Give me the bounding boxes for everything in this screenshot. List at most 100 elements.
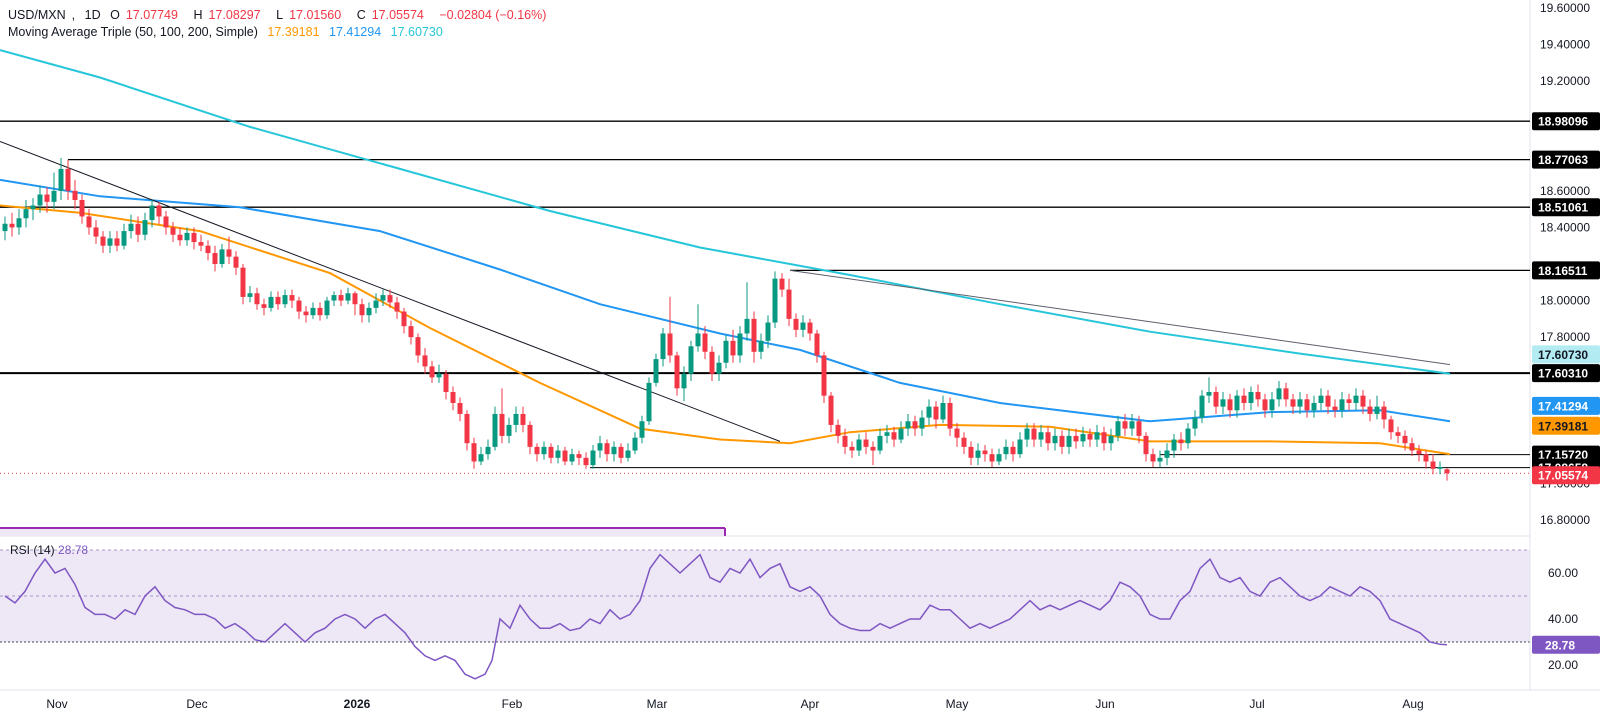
candle-body xyxy=(1038,432,1044,440)
level-price-tag-text: 18.16511 xyxy=(1538,264,1588,278)
candle-body xyxy=(1045,432,1051,444)
candle xyxy=(1255,384,1261,407)
candle-body xyxy=(233,256,239,268)
time-axis-tick: Jul xyxy=(1249,697,1264,711)
candle xyxy=(422,348,428,374)
candle xyxy=(933,401,939,429)
candle xyxy=(184,227,190,246)
ohlc-open: O 17.07749 xyxy=(110,8,178,22)
candle xyxy=(352,291,358,316)
candle-body xyxy=(772,278,778,323)
candle-body xyxy=(1052,435,1058,444)
candle-body xyxy=(387,295,393,303)
candle xyxy=(926,399,932,425)
candle-body xyxy=(1325,395,1331,407)
candle-body xyxy=(660,333,666,360)
candle-body xyxy=(793,318,799,330)
candle-body xyxy=(114,238,120,246)
candle xyxy=(1094,424,1100,447)
candle xyxy=(709,346,715,382)
candle xyxy=(1052,428,1058,451)
candle xyxy=(261,298,267,316)
candle xyxy=(114,231,120,252)
candle-body xyxy=(9,223,15,228)
candle xyxy=(1339,392,1345,418)
candle xyxy=(1192,410,1198,436)
candle xyxy=(996,448,1002,466)
candle-body xyxy=(30,205,36,210)
candle xyxy=(170,221,176,243)
candle-body xyxy=(86,216,92,228)
candle xyxy=(1248,386,1254,411)
candle-body xyxy=(534,446,540,455)
candle xyxy=(212,245,218,272)
candle xyxy=(877,428,883,455)
candle xyxy=(611,441,617,462)
candle-body xyxy=(1423,454,1429,462)
candle-body xyxy=(933,406,939,420)
candle-body xyxy=(1199,395,1205,418)
candle xyxy=(1087,428,1093,447)
candle xyxy=(408,320,414,345)
candle xyxy=(1171,434,1177,458)
symbol-name[interactable]: USD/MXN xyxy=(8,8,66,22)
candle xyxy=(1101,426,1107,451)
candle xyxy=(1430,454,1436,475)
ma-legend-label[interactable]: Moving Average Triple (50, 100, 200, Sim… xyxy=(8,25,258,39)
candle xyxy=(37,185,43,213)
candle-body xyxy=(65,168,71,191)
time-axis-tick: 2026 xyxy=(344,697,371,711)
candle-body xyxy=(366,307,372,316)
candle xyxy=(1045,426,1051,451)
candle-body xyxy=(282,295,288,305)
candle-body xyxy=(485,446,491,455)
candle-body xyxy=(415,337,421,356)
candle-body xyxy=(135,223,141,235)
interval-label[interactable]: 1D xyxy=(84,8,101,22)
rsi-value-tag-text: 28.78 xyxy=(1545,638,1575,652)
candle-body xyxy=(513,413,519,425)
candle xyxy=(772,271,778,328)
candle-body xyxy=(576,454,582,458)
candle xyxy=(590,445,596,469)
candle xyxy=(415,333,421,363)
candle-body xyxy=(1444,469,1450,474)
candle xyxy=(660,328,666,367)
candle xyxy=(1017,432,1023,458)
candle xyxy=(324,296,330,319)
candle xyxy=(247,285,253,303)
candle-body xyxy=(968,446,974,458)
level-price-tag: 18.16511 xyxy=(1532,261,1600,280)
candle-body xyxy=(940,402,946,420)
time-axis-tick: Nov xyxy=(46,697,67,711)
candle-body xyxy=(1283,388,1289,400)
candle xyxy=(30,198,36,221)
candle xyxy=(919,410,925,436)
candle xyxy=(863,432,869,455)
candle xyxy=(1269,392,1275,418)
rsi-legend-label[interactable]: RSI (14) xyxy=(10,543,55,557)
price-axis-tick: 17.80000 xyxy=(1540,330,1590,344)
candle-body xyxy=(23,209,29,219)
candle-body xyxy=(1255,392,1261,400)
candle-body xyxy=(429,366,435,378)
candle-body xyxy=(450,392,456,403)
range-bar xyxy=(0,528,725,536)
candle xyxy=(1080,426,1086,447)
candle-body xyxy=(464,413,470,444)
candle xyxy=(149,200,155,228)
candle xyxy=(779,273,785,297)
ma50-line xyxy=(0,204,1451,456)
ma50-price-tag-text: 17.39181 xyxy=(1538,419,1588,433)
candle xyxy=(989,448,995,467)
candle xyxy=(1332,399,1338,418)
candle xyxy=(240,264,246,305)
candle-body xyxy=(646,382,652,422)
candle-body xyxy=(1367,406,1373,414)
time-axis-tick: May xyxy=(946,697,969,711)
candle-body xyxy=(800,322,806,330)
candle-body xyxy=(611,446,617,455)
candle xyxy=(205,240,211,261)
candle-body xyxy=(961,437,967,447)
